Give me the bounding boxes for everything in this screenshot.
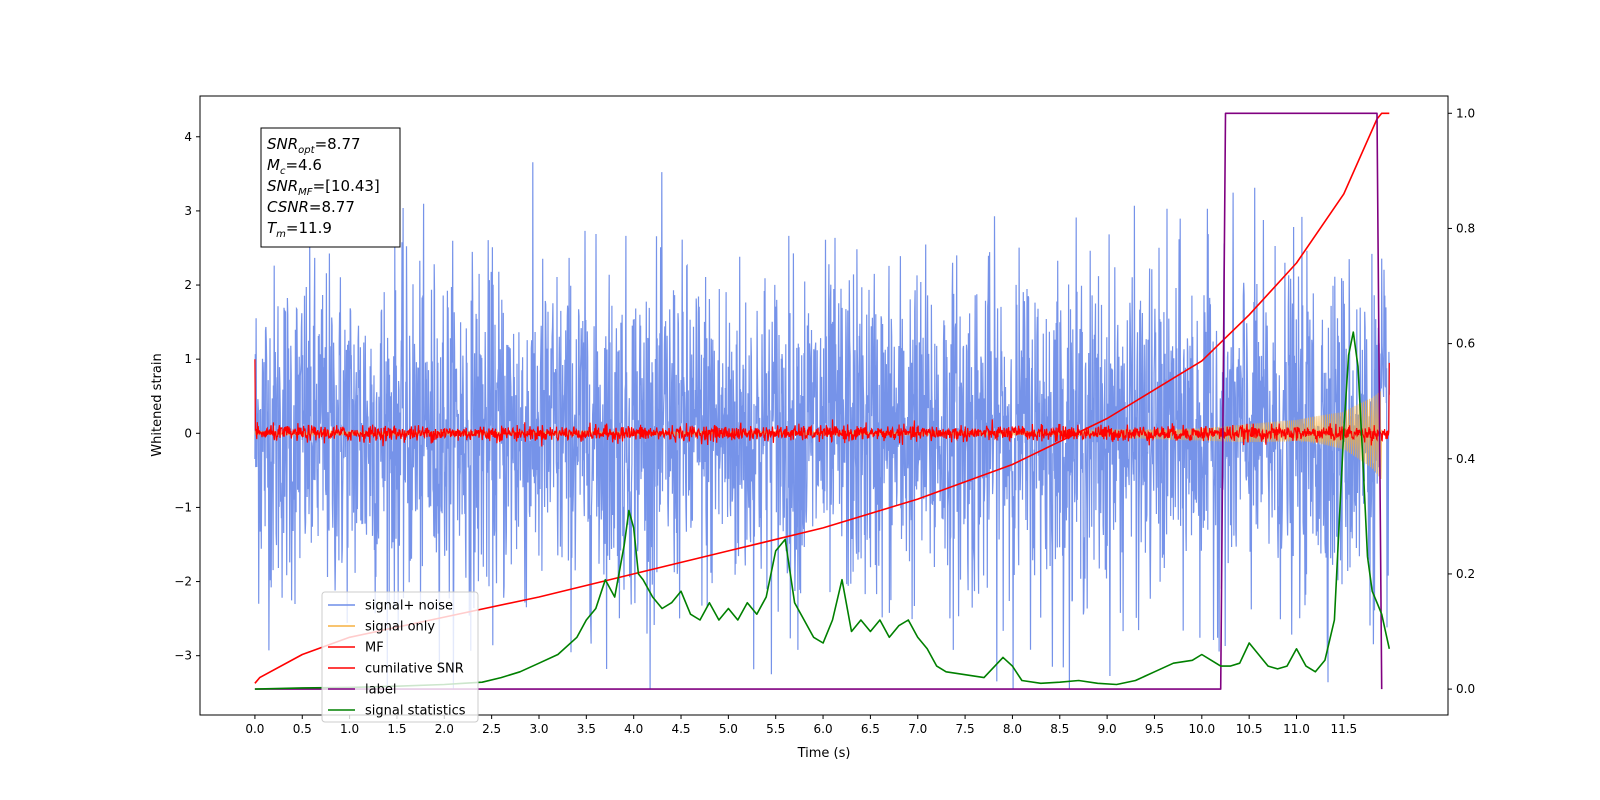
x-tick-label: 7.5 [956, 722, 975, 736]
y-axis-right: 0.0 0.2 0.4 0.6 0.8 1.0 [1448, 106, 1475, 696]
x-tick-label: 9.0 [1098, 722, 1117, 736]
legend-label: signal statistics [365, 704, 466, 719]
y-left-tick-label: 2 [184, 278, 192, 292]
x-tick-label: 4.0 [624, 722, 643, 736]
y-left-tick-label: −1 [174, 500, 192, 514]
x-tick-label: 5.5 [766, 722, 785, 736]
x-tick-label: 1.5 [387, 722, 406, 736]
x-tick-label: 3.5 [577, 722, 596, 736]
y-right-tick-label: 0.8 [1456, 221, 1475, 235]
x-tick-label: 6.5 [861, 722, 880, 736]
y-left-tick-label: −3 [174, 649, 192, 663]
annotation-frame [260, 127, 401, 248]
x-tick-label: 2.0 [435, 722, 454, 736]
x-tick-label: 0.0 [245, 722, 264, 736]
y-axis-left: −3 −2 −1 0 1 2 3 4 [174, 130, 200, 663]
annotation-line: Mc=4.6 [267, 156, 322, 177]
x-tick-label: 5.0 [719, 722, 738, 736]
series-label-line [254, 112, 1383, 690]
x-tick-label: 8.0 [1003, 722, 1022, 736]
y-left-tick-label: 3 [184, 204, 192, 218]
x-tick-label: 11.0 [1283, 722, 1310, 736]
legend-label: cumilative SNR [365, 662, 464, 677]
y-left-tick-label: 1 [184, 352, 192, 366]
y-right-tick-label: 1.0 [1456, 106, 1475, 120]
series-signal-statistics-line [254, 331, 1391, 690]
x-tick-label: 10.5 [1236, 722, 1263, 736]
legend-label: MF [365, 641, 384, 656]
x-tick-label: 7.0 [908, 722, 927, 736]
y-right-tick-label: 0.4 [1456, 452, 1475, 466]
y-right-tick-label: 0.6 [1456, 337, 1475, 351]
y-right-tick-label: 0.0 [1456, 682, 1475, 696]
x-tick-label: 4.5 [671, 722, 690, 736]
x-axis: 0.0 0.5 1.0 1.5 2.0 2.5 3.0 3.5 4.0 4.5 5.0 5.5 6.0 6… [245, 715, 1357, 736]
y-axis-label: Whitened strain [150, 353, 165, 456]
y-right-tick-label: 0.2 [1456, 567, 1475, 581]
annotation-line: Tm=11.9 [267, 219, 332, 240]
annotation-line: SNRopt=8.77 [267, 135, 361, 156]
legend-label: label [365, 683, 396, 698]
annotation-line: CSNR=8.77 [267, 198, 355, 216]
legend: signal+ noise signal only MF cumilative SNR… [321, 591, 479, 723]
x-tick-label: 9.5 [1145, 722, 1164, 736]
x-tick-label: 6.0 [814, 722, 833, 736]
plot-frame [199, 95, 1449, 716]
y-left-tick-label: 0 [184, 426, 192, 440]
y-left-tick-label: −2 [174, 575, 192, 589]
x-tick-label: 10.0 [1188, 722, 1215, 736]
legend-frame [321, 591, 479, 723]
x-tick-label: 8.5 [1050, 722, 1069, 736]
series-mf-line [254, 359, 1390, 447]
series-signal-noise-line [254, 162, 1390, 690]
y-left-tick-label: 4 [184, 130, 192, 144]
x-axis-label: Time (s) [797, 746, 851, 761]
legend-label: signal only [365, 620, 435, 635]
legend-label: signal+ noise [365, 599, 453, 614]
x-tick-label: 1.0 [340, 722, 359, 736]
x-tick-label: 11.5 [1330, 722, 1357, 736]
x-tick-label: 0.5 [293, 722, 312, 736]
annotation-line: SNRMF=[10.43] [267, 177, 380, 198]
x-tick-label: 2.5 [482, 722, 501, 736]
x-tick-label: 3.0 [529, 722, 548, 736]
